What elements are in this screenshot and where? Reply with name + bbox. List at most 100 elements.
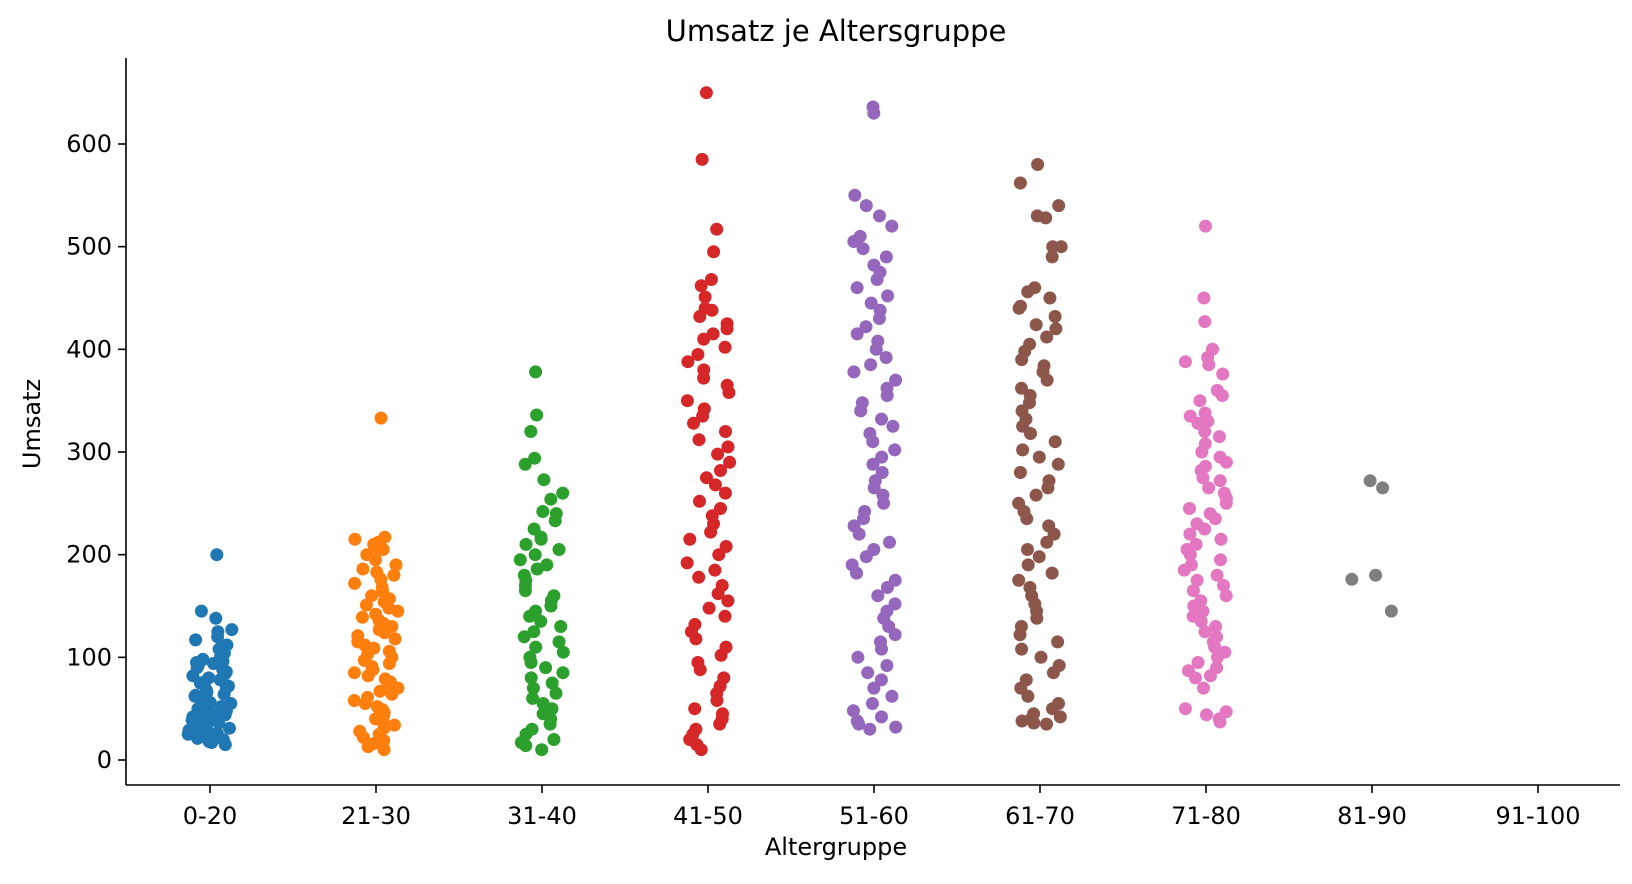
data-point <box>696 409 710 423</box>
data-point <box>1039 211 1053 225</box>
data-point <box>347 694 361 707</box>
data-point <box>554 620 568 633</box>
data-point <box>544 492 558 506</box>
data-point <box>1208 640 1222 654</box>
y-tick-label: 500 <box>66 233 112 261</box>
data-point <box>879 351 893 364</box>
data-point <box>1051 635 1065 649</box>
data-point <box>1212 430 1226 444</box>
data-point <box>361 669 375 683</box>
data-point <box>1020 512 1034 526</box>
data-point <box>889 373 903 387</box>
data-point <box>524 656 538 669</box>
data-point <box>1053 710 1067 724</box>
data-point <box>534 532 548 546</box>
data-point <box>1027 716 1041 730</box>
data-point <box>1049 322 1063 336</box>
data-point <box>885 689 899 703</box>
data-point <box>1021 689 1035 703</box>
data-point <box>718 486 732 500</box>
data-point <box>886 419 900 433</box>
data-point <box>529 365 543 379</box>
data-point <box>205 736 219 749</box>
data-point <box>369 553 382 567</box>
data-point <box>689 632 703 646</box>
data-point <box>191 731 205 745</box>
y-tick-label: 200 <box>66 541 112 569</box>
data-point <box>378 626 391 640</box>
data-point <box>1202 358 1216 372</box>
data-point <box>1013 176 1027 190</box>
data-point <box>517 630 531 644</box>
x-tick-label: 61-70 <box>1005 802 1075 830</box>
data-point <box>877 496 891 510</box>
data-point <box>376 543 390 556</box>
data-point <box>864 358 878 372</box>
data-point <box>1051 457 1065 471</box>
data-point <box>859 320 873 334</box>
data-point <box>377 734 391 747</box>
data-point <box>377 743 391 757</box>
data-point <box>680 556 694 570</box>
data-point <box>889 720 903 734</box>
data-point <box>194 604 208 618</box>
data-point <box>1198 425 1212 438</box>
data-point <box>875 450 889 464</box>
data-point <box>1023 396 1036 410</box>
data-point <box>535 743 549 757</box>
data-point <box>1021 285 1035 299</box>
data-point <box>1183 502 1196 515</box>
x-tick-label: 0-20 <box>183 802 237 830</box>
y-tick-label: 400 <box>66 335 112 363</box>
data-point <box>705 303 719 317</box>
y-axis-ticks: 0 100 200 300 400 500 600 <box>66 130 126 774</box>
data-point <box>704 273 718 286</box>
data-point <box>556 666 570 680</box>
data-point <box>881 289 895 303</box>
y-tick-label: 300 <box>66 438 112 466</box>
data-point <box>1384 604 1398 618</box>
data-point <box>526 691 540 705</box>
data-point <box>691 348 705 361</box>
data-points <box>181 86 1398 757</box>
data-point <box>712 548 726 562</box>
data-point <box>1369 568 1383 582</box>
data-point <box>1015 353 1029 367</box>
data-point <box>1345 572 1359 586</box>
data-point <box>867 106 881 120</box>
data-point <box>1200 708 1213 722</box>
data-point <box>528 548 542 562</box>
data-point <box>530 562 544 576</box>
data-point <box>710 694 724 707</box>
data-point <box>1040 535 1054 549</box>
data-point <box>539 661 553 675</box>
data-point <box>547 733 561 746</box>
data-point <box>537 473 551 487</box>
data-point <box>852 717 866 731</box>
data-point <box>1203 669 1217 683</box>
data-point <box>700 471 713 485</box>
data-point <box>697 371 711 385</box>
data-point <box>218 738 232 752</box>
data-point <box>545 676 559 690</box>
data-point <box>1183 527 1197 541</box>
data-point <box>359 598 373 612</box>
data-point <box>1363 474 1377 488</box>
data-point <box>693 663 707 677</box>
data-point <box>721 440 735 454</box>
data-point <box>556 645 570 659</box>
data-point <box>1209 620 1223 633</box>
x-axis-label: Altergruppe <box>765 833 907 861</box>
data-point <box>1013 466 1027 479</box>
data-point <box>1190 573 1204 587</box>
data-point <box>1208 512 1222 526</box>
data-point <box>552 635 566 649</box>
data-point <box>871 589 885 603</box>
data-point <box>695 152 709 166</box>
data-point <box>356 562 370 576</box>
data-point <box>702 601 716 615</box>
data-point <box>1197 681 1210 695</box>
data-point <box>1012 573 1026 587</box>
data-point <box>1219 496 1233 510</box>
